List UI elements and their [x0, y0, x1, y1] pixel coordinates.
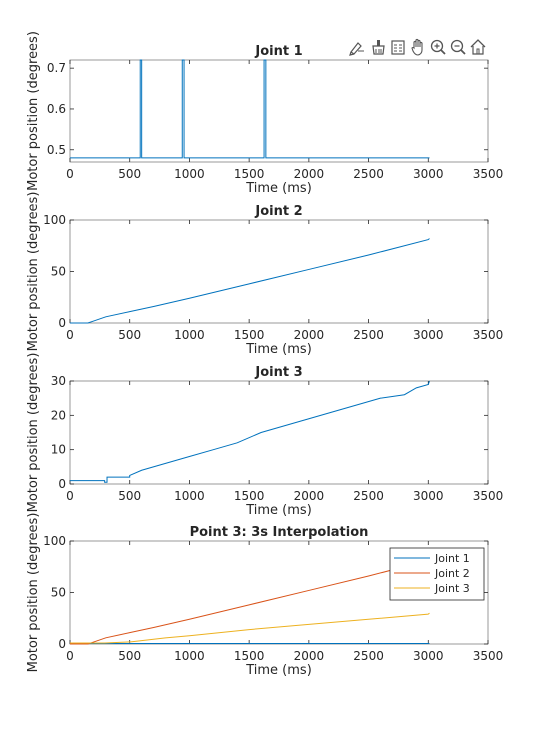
x-tick-label: 1000 — [174, 328, 205, 342]
x-axis-label: Time (ms) — [245, 503, 312, 518]
x-tick-label: 1000 — [174, 167, 205, 181]
series-line-1 — [70, 59, 430, 159]
x-tick-label: 2000 — [294, 489, 325, 503]
axes-box — [69, 59, 489, 163]
y-tick-label: 100 — [43, 534, 66, 548]
axes-toolbar — [348, 37, 490, 57]
x-tick-label: 3500 — [473, 328, 504, 342]
legend-entry: Joint 2 — [434, 567, 470, 580]
x-tick-label: 0 — [66, 489, 74, 503]
legend-box — [389, 547, 485, 601]
x-tick-label: 3000 — [413, 328, 444, 342]
x-tick-label: 2000 — [294, 328, 325, 342]
pan-hand-icon[interactable] — [409, 37, 427, 57]
series-line-1 — [70, 238, 430, 324]
series-line-2 — [70, 559, 430, 645]
y-tick-label: 30 — [51, 374, 66, 388]
legend-entry: Joint 3 — [434, 582, 470, 595]
axes-box — [69, 219, 489, 324]
y-axis-label: Motor position (degrees) — [26, 192, 41, 352]
subplot-1[interactable]: 0 500 1000 1500 2000 2500 3000 3500 0.5 0.6 0.7 Joi… — [26, 31, 503, 196]
x-tick-label: 2500 — [353, 328, 384, 342]
y-axis-label: Motor position (degrees) — [26, 31, 41, 191]
x-tick-label: 0 — [66, 328, 74, 342]
y-tick-label: 100 — [43, 213, 66, 227]
x-tick-label: 1500 — [234, 649, 265, 663]
x-tick-label: 2500 — [353, 649, 384, 663]
x-tick-label: 3000 — [413, 649, 444, 663]
y-tick-label: 20 — [51, 408, 66, 422]
series-line-3 — [70, 612, 430, 644]
zoom-out-icon[interactable] — [449, 37, 467, 57]
x-tick-label: 500 — [118, 328, 141, 342]
y-tick-label: 0.7 — [47, 61, 66, 75]
x-tick-label: 2500 — [353, 167, 384, 181]
chart-title: Joint 3 — [254, 365, 302, 380]
x-tick-label: 0 — [66, 649, 74, 663]
x-tick-label: 3000 — [413, 489, 444, 503]
y-tick-label: 0 — [58, 316, 66, 330]
x-axis-label: Time (ms) — [245, 342, 312, 357]
x-axis-label: Time (ms) — [245, 663, 312, 678]
chart-title: Joint 1 — [254, 44, 302, 59]
insert-legend-icon[interactable] — [389, 37, 407, 57]
y-axis-label: Motor position (degrees) — [26, 513, 41, 673]
brush-edit-icon[interactable] — [348, 37, 366, 57]
x-tick-label: 1000 — [174, 649, 205, 663]
x-tick-label: 1500 — [234, 167, 265, 181]
x-tick-label: 1000 — [174, 489, 205, 503]
x-tick-label: 500 — [118, 649, 141, 663]
x-tick-label: 0 — [66, 167, 74, 181]
y-tick-label: 0 — [58, 637, 66, 651]
x-tick-label: 3500 — [473, 167, 504, 181]
x-tick-label: 1500 — [234, 489, 265, 503]
legend[interactable]: Joint 1 Joint 2 Joint 3 — [389, 547, 485, 601]
y-axis-label: Motor position (degrees) — [26, 353, 41, 513]
subplot-4[interactable]: 0 500 1000 1500 2000 2500 3000 3500 0 50 100 Point … — [26, 513, 503, 678]
x-tick-label: 1500 — [234, 328, 265, 342]
x-tick-label: 500 — [118, 167, 141, 181]
restore-view-icon[interactable] — [469, 37, 487, 57]
subplot-2[interactable]: 0 500 1000 1500 2000 2500 3000 3500 0 50 100 Joint … — [26, 192, 503, 357]
x-tick-label: 3500 — [473, 489, 504, 503]
y-tick-label: 0.6 — [47, 102, 66, 116]
data-tips-icon[interactable] — [369, 37, 387, 57]
x-tick-label: 3000 — [413, 167, 444, 181]
series-line-1 — [70, 380, 430, 483]
legend-entry: Joint 1 — [434, 552, 470, 565]
subplot-3[interactable]: 0 500 1000 1500 2000 2500 3000 3500 0 10 20 30 Joint… — [26, 353, 503, 518]
chart-title: Joint 2 — [254, 204, 302, 219]
y-tick-label: 10 — [51, 443, 66, 457]
y-tick-label: 50 — [51, 265, 66, 279]
x-tick-label: 500 — [118, 489, 141, 503]
y-tick-label: 50 — [51, 586, 66, 600]
x-tick-label: 2500 — [353, 489, 384, 503]
x-tick-label: 2000 — [294, 167, 325, 181]
y-tick-label: 0 — [58, 477, 66, 491]
x-tick-label: 3500 — [473, 649, 504, 663]
chart-title: Point 3: 3s Interpolation — [190, 525, 369, 540]
zoom-in-icon[interactable] — [429, 37, 447, 57]
axes-box — [69, 380, 489, 485]
x-axis-label: Time (ms) — [245, 181, 312, 196]
y-tick-label: 0.5 — [47, 143, 66, 157]
x-tick-label: 2000 — [294, 649, 325, 663]
